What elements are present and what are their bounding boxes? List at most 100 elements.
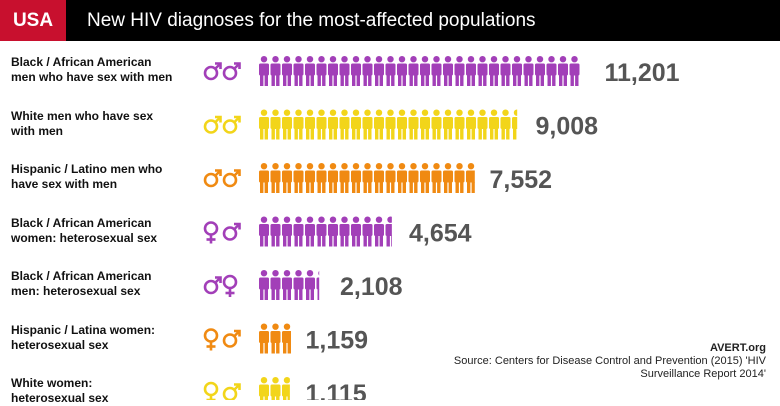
- person-icon: [305, 270, 315, 300]
- male-symbol-icon: [203, 115, 222, 134]
- person-icon: [420, 109, 430, 140]
- male-symbol-icon: [203, 276, 222, 295]
- person-icon: [397, 56, 407, 86]
- person-icon: [305, 163, 315, 193]
- person-icon: [339, 109, 350, 140]
- person-icon: [443, 56, 453, 86]
- male-symbol-icon: [222, 62, 241, 81]
- person-icon: [569, 56, 580, 86]
- person-icon: [351, 109, 361, 140]
- person-icon: [282, 216, 292, 247]
- person-icon: [535, 56, 545, 86]
- row-label: Hispanic / Latino men who have sex with …: [11, 162, 163, 191]
- female-symbol-icon: [203, 328, 219, 351]
- person-icon: [374, 56, 384, 86]
- person-icon: [431, 163, 442, 193]
- person-icon: [305, 56, 315, 86]
- person-icon: [282, 163, 292, 193]
- person-icon: [477, 56, 488, 86]
- person-icon: [385, 163, 396, 193]
- row-label: Hispanic / Latina women: heterosexual se…: [11, 322, 156, 352]
- chart-row: 1,115: [203, 377, 367, 400]
- person-icon: [282, 109, 292, 140]
- person-icon: [385, 56, 396, 86]
- person-icon: [397, 163, 407, 193]
- person-icon: [420, 56, 430, 86]
- person-icon: [305, 216, 315, 247]
- person-icon: [351, 216, 361, 247]
- person-icon: [500, 109, 511, 140]
- person-icon: [500, 56, 511, 86]
- source-note: AVERT.org Source: Centers for Disease Co…: [436, 342, 766, 381]
- person-icon: [259, 323, 269, 354]
- person-icon: [339, 56, 350, 86]
- chart-row: 11,201: [203, 56, 680, 87]
- female-symbol-icon: [222, 274, 238, 297]
- person-icon: [466, 56, 476, 86]
- male-symbol-icon: [203, 62, 222, 81]
- person-icon: [397, 109, 407, 140]
- person-icon: [259, 216, 269, 247]
- person-icon: [512, 56, 522, 86]
- person-icon: [408, 163, 419, 193]
- person-icon: [546, 56, 557, 86]
- value-label: 1,159: [306, 327, 369, 355]
- person-icon: [259, 270, 269, 300]
- row-label: Black / African American men who have se…: [11, 55, 173, 84]
- person-icon: [270, 270, 281, 300]
- female-symbol-icon: [203, 221, 219, 244]
- person-icon: [466, 163, 475, 193]
- person-icon: [351, 56, 361, 86]
- person-icon: [362, 163, 373, 193]
- person-icon: [339, 216, 350, 247]
- person-icon: [293, 216, 304, 247]
- person-icon: [489, 109, 499, 140]
- male-symbol-icon: [222, 329, 241, 348]
- person-icon: [374, 163, 384, 193]
- person-icon: [477, 109, 488, 140]
- female-symbol-icon: [203, 381, 219, 400]
- person-icon: [443, 163, 453, 193]
- person-icon: [316, 56, 327, 86]
- source-text: Source: Centers for Disease Control and …: [453, 355, 766, 380]
- male-symbol-icon: [222, 222, 241, 241]
- person-icon: [466, 109, 476, 140]
- person-icon: [259, 56, 269, 86]
- person-icon: [454, 56, 465, 86]
- person-icon: [362, 109, 373, 140]
- person-icon: [259, 109, 269, 140]
- person-icon: [339, 163, 350, 193]
- person-icon: [316, 109, 327, 140]
- person-icon: [293, 270, 304, 300]
- chart-row: 1,159: [203, 323, 369, 355]
- person-icon: [351, 163, 361, 193]
- person-icon: [259, 163, 269, 193]
- person-icon: [316, 163, 327, 193]
- person-icon: [420, 163, 430, 193]
- person-icon: [270, 56, 281, 86]
- person-icon: [512, 109, 518, 140]
- person-icon: [362, 216, 373, 247]
- person-icon: [328, 56, 338, 86]
- person-icon: [270, 377, 281, 400]
- value-label: 2,108: [340, 273, 403, 301]
- person-icon: [270, 109, 281, 140]
- person-icon: [431, 56, 442, 86]
- person-icon: [454, 163, 465, 193]
- person-icon: [293, 163, 304, 193]
- country-badge: USA: [0, 0, 66, 41]
- row-label: White men who have sex with men: [11, 108, 154, 138]
- person-icon: [385, 109, 396, 140]
- person-icon: [293, 56, 304, 86]
- row-label: Black / African American women: heterose…: [11, 215, 158, 245]
- person-icon: [408, 56, 419, 86]
- person-icon: [362, 56, 373, 86]
- person-icon: [270, 323, 281, 354]
- chart-title: New HIV diagnoses for the most-affected …: [87, 10, 536, 31]
- person-icon: [282, 270, 292, 300]
- person-icon: [374, 109, 384, 140]
- person-icon: [282, 323, 291, 354]
- person-icon: [282, 56, 292, 86]
- person-icon: [316, 270, 320, 300]
